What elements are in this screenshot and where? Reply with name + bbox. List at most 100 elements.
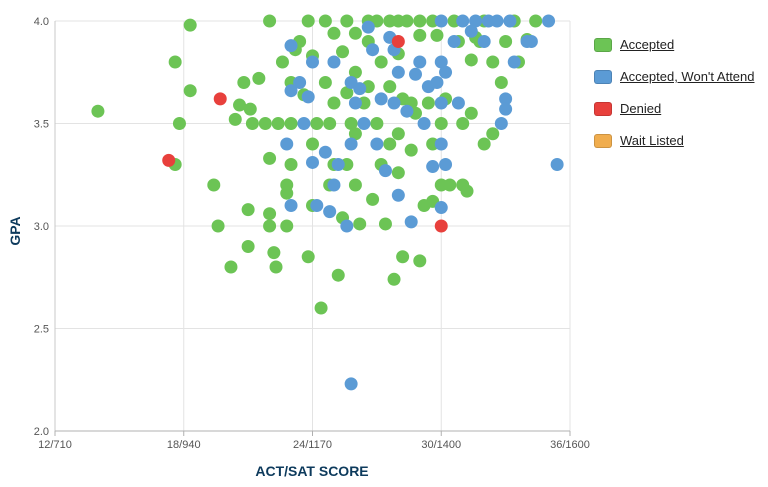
- data-point-accepted[interactable]: [258, 117, 272, 130]
- data-point-accepted[interactable]: [275, 55, 289, 69]
- data-point-accepted[interactable]: [378, 217, 392, 231]
- data-point-accepted[interactable]: [211, 219, 225, 233]
- data-point-accepted[interactable]: [310, 117, 324, 130]
- data-point-accepted-won-t-attend[interactable]: [348, 96, 362, 110]
- data-point-accepted[interactable]: [383, 80, 397, 94]
- data-point-accepted[interactable]: [269, 260, 283, 274]
- data-point-accepted[interactable]: [464, 53, 478, 67]
- data-point-accepted[interactable]: [314, 301, 328, 315]
- data-point-accepted[interactable]: [263, 207, 277, 221]
- data-point-accepted[interactable]: [228, 112, 242, 126]
- data-point-accepted[interactable]: [413, 14, 427, 28]
- data-point-accepted-won-t-attend[interactable]: [434, 14, 448, 28]
- data-point-accepted[interactable]: [348, 178, 362, 192]
- data-point-accepted-won-t-attend[interactable]: [477, 35, 491, 48]
- data-point-accepted-won-t-attend[interactable]: [456, 14, 470, 28]
- data-point-accepted[interactable]: [396, 250, 410, 264]
- data-point-accepted[interactable]: [383, 137, 397, 151]
- data-point-accepted-won-t-attend[interactable]: [284, 199, 298, 212]
- data-point-accepted[interactable]: [263, 14, 277, 28]
- data-point-accepted[interactable]: [207, 178, 221, 192]
- data-point-accepted-won-t-attend[interactable]: [499, 92, 513, 106]
- data-point-accepted-won-t-attend[interactable]: [404, 215, 418, 229]
- data-point-accepted[interactable]: [494, 76, 508, 89]
- data-point-accepted[interactable]: [267, 246, 281, 260]
- data-point-accepted[interactable]: [241, 240, 255, 253]
- data-point-accepted-won-t-attend[interactable]: [417, 117, 431, 130]
- data-point-accepted[interactable]: [529, 14, 543, 28]
- data-point-accepted[interactable]: [413, 254, 427, 268]
- data-point-accepted-won-t-attend[interactable]: [327, 55, 341, 69]
- data-point-accepted[interactable]: [370, 117, 384, 130]
- data-point-accepted[interactable]: [224, 260, 238, 274]
- data-point-accepted-won-t-attend[interactable]: [464, 24, 478, 38]
- legend-item-denied[interactable]: Denied: [594, 98, 755, 119]
- data-point-accepted[interactable]: [91, 104, 105, 118]
- data-point-accepted[interactable]: [344, 117, 358, 130]
- data-point-accepted[interactable]: [331, 268, 345, 282]
- data-point-accepted-won-t-attend[interactable]: [434, 201, 448, 215]
- data-point-accepted[interactable]: [323, 117, 337, 130]
- data-point-accepted[interactable]: [280, 219, 294, 233]
- data-point-denied[interactable]: [391, 35, 405, 48]
- data-point-accepted[interactable]: [237, 76, 251, 89]
- data-point-accepted-won-t-attend[interactable]: [494, 117, 508, 130]
- data-point-accepted[interactable]: [301, 14, 315, 28]
- legend-item-accepted-wont-attend[interactable]: Accepted, Won't Attend: [594, 66, 755, 87]
- data-point-accepted[interactable]: [477, 137, 491, 151]
- data-point-accepted[interactable]: [280, 186, 294, 200]
- data-point-accepted-won-t-attend[interactable]: [353, 82, 367, 96]
- data-point-accepted-won-t-attend[interactable]: [297, 117, 311, 130]
- data-point-accepted[interactable]: [413, 28, 427, 42]
- data-point-accepted[interactable]: [336, 45, 350, 59]
- data-point-accepted[interactable]: [348, 127, 362, 141]
- data-point-accepted[interactable]: [404, 143, 418, 157]
- data-point-accepted[interactable]: [348, 26, 362, 40]
- data-point-accepted-won-t-attend[interactable]: [490, 14, 504, 28]
- data-point-accepted-won-t-attend[interactable]: [409, 67, 422, 81]
- data-point-accepted-won-t-attend[interactable]: [366, 43, 380, 57]
- data-point-accepted[interactable]: [499, 35, 513, 48]
- data-point-accepted[interactable]: [263, 219, 277, 233]
- data-point-accepted-won-t-attend[interactable]: [310, 199, 324, 212]
- data-point-accepted[interactable]: [183, 84, 197, 98]
- data-point-accepted[interactable]: [456, 117, 470, 130]
- data-point-accepted-won-t-attend[interactable]: [434, 137, 448, 151]
- data-point-accepted[interactable]: [245, 117, 259, 130]
- data-point-accepted[interactable]: [327, 96, 341, 110]
- data-point-accepted-won-t-attend[interactable]: [439, 158, 453, 171]
- data-point-accepted[interactable]: [486, 127, 500, 141]
- data-point-accepted[interactable]: [486, 55, 500, 69]
- data-point-accepted-won-t-attend[interactable]: [340, 219, 354, 233]
- data-point-accepted-won-t-attend[interactable]: [318, 145, 332, 159]
- data-point-accepted[interactable]: [168, 55, 182, 69]
- data-point-accepted-won-t-attend[interactable]: [391, 65, 405, 79]
- data-point-accepted-won-t-attend[interactable]: [331, 158, 345, 171]
- data-point-accepted[interactable]: [263, 151, 277, 165]
- data-point-accepted-won-t-attend[interactable]: [507, 55, 521, 69]
- data-point-accepted-won-t-attend[interactable]: [434, 96, 448, 110]
- data-point-accepted-won-t-attend[interactable]: [400, 104, 414, 118]
- legend-item-accepted[interactable]: Accepted: [594, 34, 755, 55]
- data-point-accepted[interactable]: [460, 184, 474, 198]
- data-point-accepted[interactable]: [400, 14, 414, 28]
- data-point-accepted-won-t-attend[interactable]: [430, 76, 444, 89]
- data-point-accepted-won-t-attend[interactable]: [413, 55, 427, 69]
- data-point-accepted[interactable]: [172, 117, 186, 130]
- data-point-accepted-won-t-attend[interactable]: [327, 178, 341, 192]
- data-point-accepted[interactable]: [241, 203, 255, 217]
- data-point-accepted[interactable]: [284, 158, 298, 171]
- data-point-accepted[interactable]: [391, 127, 405, 141]
- data-point-accepted-won-t-attend[interactable]: [499, 102, 513, 116]
- data-point-accepted-won-t-attend[interactable]: [344, 377, 358, 391]
- data-point-accepted[interactable]: [443, 178, 457, 192]
- data-point-denied[interactable]: [434, 219, 448, 233]
- data-point-accepted-won-t-attend[interactable]: [293, 76, 307, 89]
- data-point-accepted[interactable]: [391, 166, 405, 180]
- data-point-accepted-won-t-attend[interactable]: [469, 14, 483, 28]
- data-point-accepted-won-t-attend[interactable]: [306, 55, 319, 69]
- data-point-accepted[interactable]: [318, 14, 332, 28]
- data-point-accepted-won-t-attend[interactable]: [301, 90, 315, 104]
- data-point-accepted[interactable]: [271, 117, 285, 130]
- data-point-accepted[interactable]: [233, 98, 247, 112]
